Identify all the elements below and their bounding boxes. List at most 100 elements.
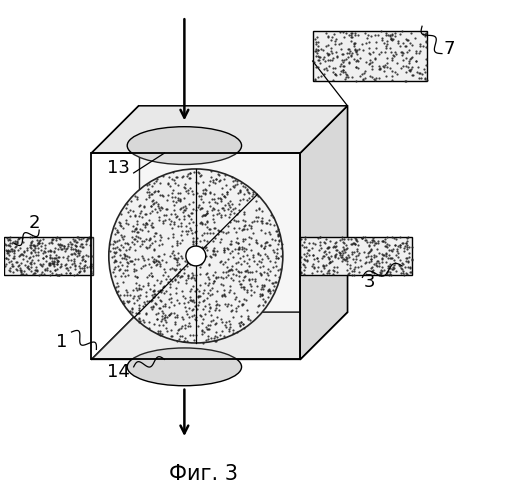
Point [179, 172, 187, 180]
Point [170, 276, 178, 284]
Point [421, 29, 429, 37]
Point [338, 242, 346, 250]
Point [411, 34, 419, 42]
Point [129, 292, 137, 300]
Point [347, 29, 356, 37]
Point [7, 234, 15, 241]
Point [82, 251, 90, 259]
Point [159, 302, 167, 310]
Point [152, 230, 160, 237]
Point [69, 246, 77, 254]
Point [132, 193, 140, 201]
Point [31, 266, 39, 274]
Point [260, 281, 268, 289]
Point [240, 284, 248, 292]
Point [35, 270, 43, 278]
Point [231, 295, 239, 303]
Point [179, 208, 187, 216]
Point [79, 252, 87, 260]
Point [370, 54, 378, 62]
Point [118, 232, 126, 240]
Point [340, 248, 348, 256]
Point [208, 206, 216, 214]
Point [229, 276, 237, 284]
Point [60, 244, 68, 252]
Point [310, 58, 318, 66]
Point [361, 233, 369, 241]
Point [220, 244, 228, 252]
Point [227, 173, 235, 181]
Point [129, 294, 137, 302]
Point [324, 243, 332, 251]
Point [220, 174, 228, 182]
Point [319, 238, 327, 246]
Point [228, 176, 236, 184]
Point [352, 246, 360, 254]
Point [231, 181, 239, 189]
Point [132, 278, 140, 286]
Point [369, 238, 377, 246]
Point [136, 317, 144, 325]
Point [384, 241, 392, 249]
Point [198, 246, 206, 254]
Point [252, 236, 260, 244]
Point [387, 30, 395, 38]
Point [341, 253, 349, 261]
Point [136, 242, 144, 250]
Point [342, 245, 350, 253]
Point [332, 246, 340, 254]
Point [198, 212, 207, 220]
Point [324, 270, 332, 278]
Point [371, 76, 379, 84]
Point [62, 269, 70, 277]
Point [264, 265, 272, 273]
Point [50, 260, 58, 268]
Point [220, 246, 228, 254]
Point [23, 246, 31, 254]
Point [397, 51, 405, 59]
Point [16, 251, 24, 259]
Point [152, 314, 160, 322]
Point [198, 198, 207, 206]
Point [258, 262, 266, 270]
Point [164, 272, 172, 280]
Point [209, 250, 217, 258]
Point [360, 236, 368, 244]
Point [10, 252, 18, 260]
Point [193, 322, 201, 330]
Point [40, 270, 48, 278]
Point [16, 264, 24, 272]
Point [376, 266, 384, 274]
Point [260, 242, 268, 250]
Point [401, 254, 410, 262]
Point [139, 254, 147, 262]
Point [245, 194, 253, 202]
Point [340, 234, 348, 242]
Point [341, 74, 349, 82]
Point [176, 239, 184, 247]
Point [347, 240, 356, 248]
Point [244, 222, 252, 230]
Point [111, 256, 119, 264]
Point [373, 30, 381, 38]
Point [307, 269, 315, 277]
Point [148, 196, 157, 204]
Point [219, 280, 227, 288]
Point [342, 266, 350, 274]
Point [270, 270, 278, 278]
Point [181, 184, 189, 192]
Point [112, 282, 120, 290]
Point [139, 316, 147, 324]
Point [314, 46, 322, 54]
Point [226, 249, 234, 257]
Point [329, 268, 337, 276]
Point [381, 258, 389, 266]
Point [123, 238, 131, 246]
Point [186, 285, 194, 293]
Point [163, 313, 171, 321]
Point [153, 188, 161, 196]
Point [239, 296, 247, 304]
Point [117, 241, 125, 249]
Point [50, 266, 59, 274]
Point [222, 188, 230, 196]
